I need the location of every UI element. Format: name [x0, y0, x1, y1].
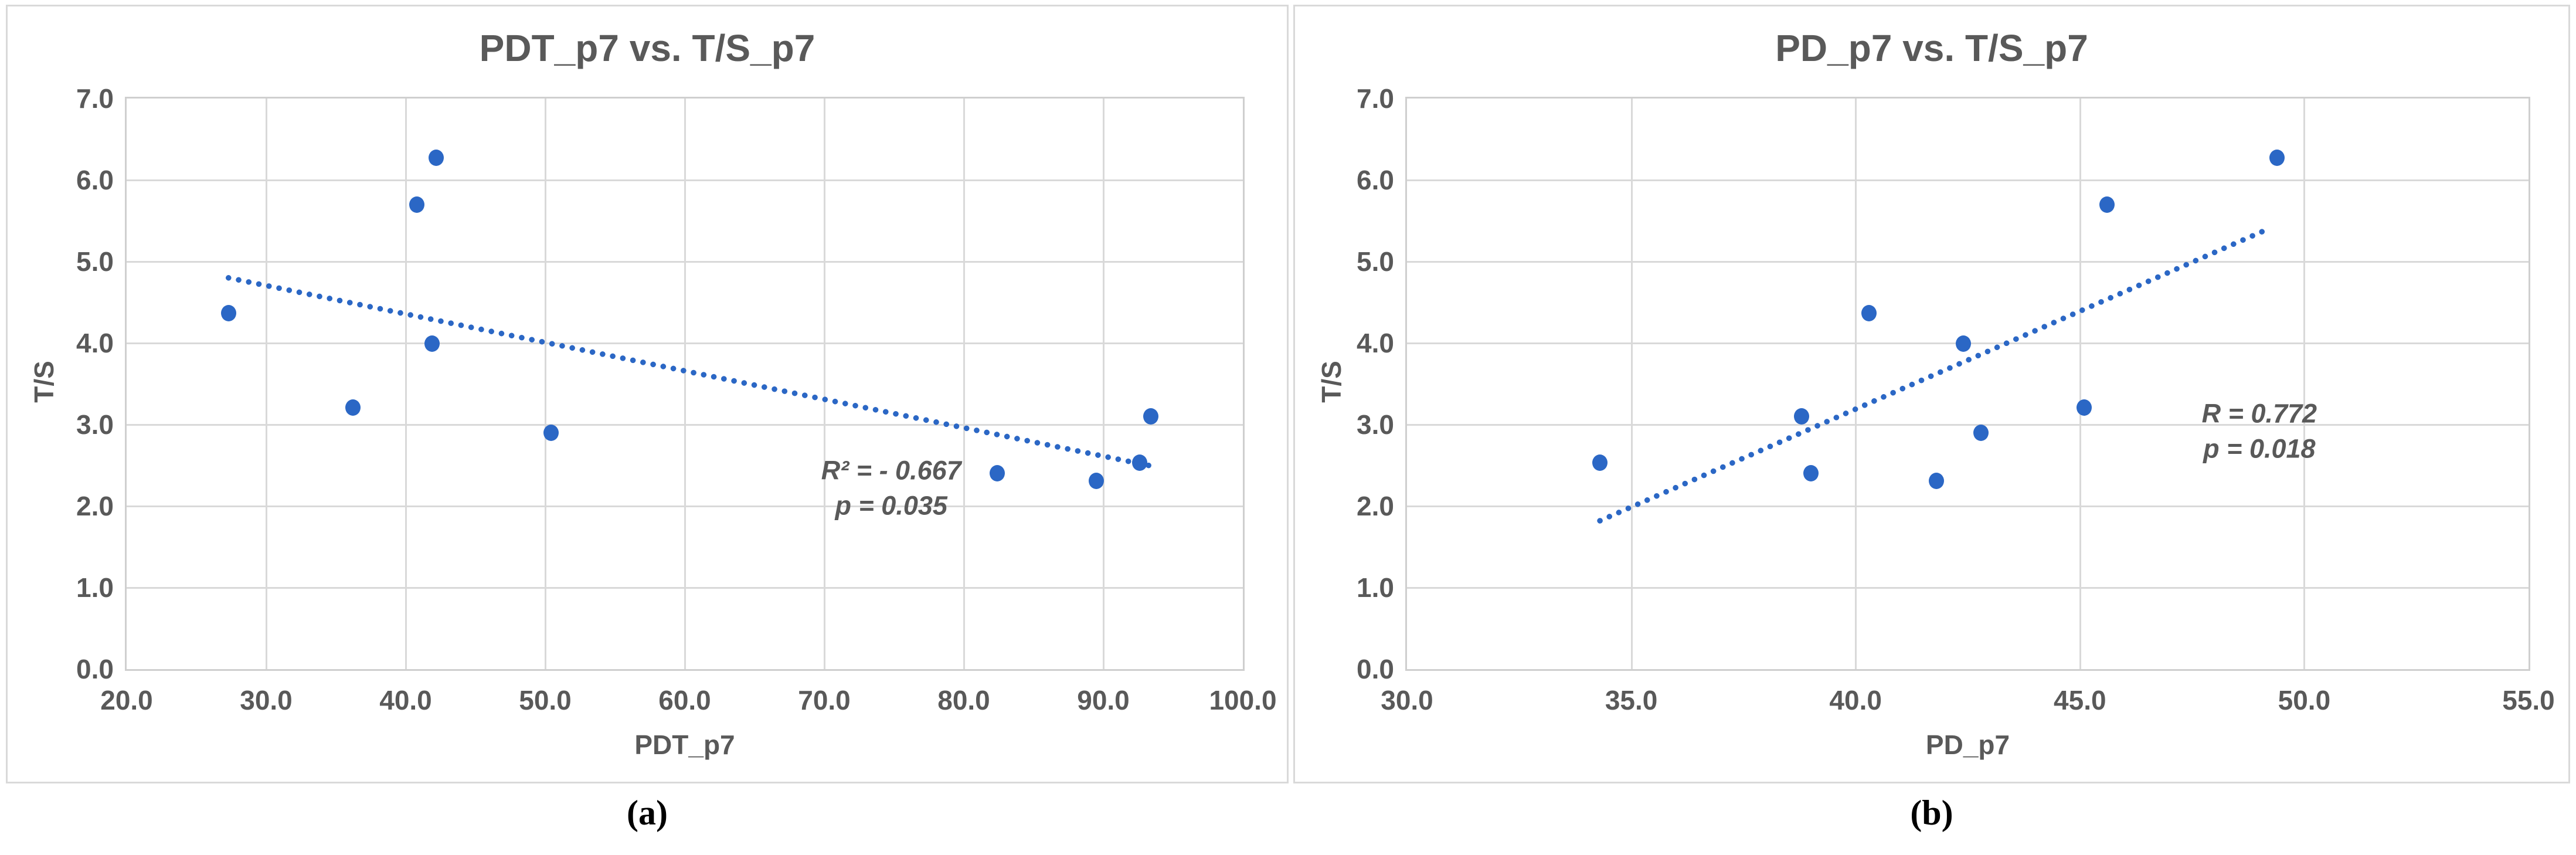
x-tick-label: 60.0 — [658, 685, 711, 715]
y-tick-label: 1.0 — [1357, 572, 1394, 603]
data-point — [429, 150, 444, 167]
subfigure-caption-b: (b) — [1910, 793, 1953, 832]
x-gridline — [545, 99, 546, 669]
data-point — [1089, 472, 1105, 489]
plot-area: R = 0.772 p = 0.018 PD_p7 30.0 35.0 40.0 45… — [1357, 83, 2555, 760]
data-point — [1928, 472, 1944, 489]
x-tick-label: 30.0 — [240, 685, 293, 715]
annotation-line-p: p = 0.035 — [835, 490, 947, 521]
y-gridline — [1407, 587, 2529, 589]
y-gridline — [1407, 423, 2529, 426]
x-tick-label: 40.0 — [379, 685, 432, 715]
trendline — [225, 275, 1156, 469]
y-gridline — [1407, 505, 2529, 507]
annotation-line-r: R = 0.772 — [2201, 398, 2317, 429]
x-gridline — [1103, 99, 1105, 669]
x-tick-label: 55.0 — [2502, 685, 2555, 715]
data-point — [1955, 335, 1971, 352]
chart-title: PD_p7 vs. T/S_p7 — [1775, 27, 2088, 69]
data-point — [1143, 408, 1158, 425]
x-tick-label: 50.0 — [519, 685, 572, 715]
data-point — [1131, 454, 1147, 471]
stats-annotation: R = 0.772 p = 0.018 — [2202, 396, 2317, 466]
x-tick-label: 20.0 — [100, 685, 153, 715]
x-tick-label: 90.0 — [1077, 685, 1130, 715]
x-gridline — [266, 99, 267, 669]
y-gridline — [1407, 179, 2529, 181]
y-tick-label: 6.0 — [1357, 165, 1394, 195]
x-gridline — [2303, 99, 2306, 669]
data-point — [2269, 150, 2285, 167]
x-gridline — [1855, 99, 1857, 669]
x-tick-label: 100.0 — [1209, 685, 1277, 715]
data-point — [345, 399, 361, 416]
data-point — [2077, 399, 2092, 416]
y-axis-title: T/S — [1316, 361, 1347, 403]
x-tick-label: 80.0 — [937, 685, 990, 715]
data-point — [424, 335, 440, 352]
y-tick-label: 7.0 — [1357, 83, 1394, 114]
annotation-line-p: p = 0.018 — [2203, 433, 2316, 464]
y-tick-label: 5.0 — [1357, 246, 1394, 277]
data-point — [1973, 424, 1989, 441]
y-gridline — [127, 423, 1243, 426]
y-tick-label: 2.0 — [1357, 491, 1394, 521]
y-tick-label: 1.0 — [76, 572, 114, 603]
x-axis-title: PD_p7 — [1925, 730, 2010, 760]
chart-title: PDT_p7 vs. T/S_p7 — [479, 27, 815, 69]
y-gridline — [127, 505, 1243, 507]
y-tick-label: 3.0 — [1357, 409, 1394, 440]
data-point — [543, 424, 559, 441]
x-gridline — [684, 99, 686, 669]
trendline — [1597, 226, 2271, 524]
data-point — [220, 304, 236, 321]
x-gridline — [405, 99, 407, 669]
y-tick-label: 5.0 — [76, 246, 114, 277]
x-gridline — [824, 99, 825, 669]
chart-panel-a: PDT_p7 vs. T/S_p7 T/S R² = - 0.667 p = 0… — [6, 5, 1289, 783]
y-axis-title: T/S — [29, 361, 59, 403]
y-gridline — [127, 179, 1243, 181]
stats-annotation: R² = - 0.667 p = 0.035 — [821, 453, 961, 523]
x-tick-label: 45.0 — [2054, 685, 2106, 715]
x-gridline — [2079, 99, 2081, 669]
y-tick-label: 3.0 — [76, 409, 114, 440]
data-point — [1794, 408, 1810, 425]
data-point — [1861, 304, 1877, 321]
x-tick-label: 50.0 — [2278, 685, 2331, 715]
y-gridline — [127, 260, 1243, 263]
x-tick-label: 35.0 — [1605, 685, 1658, 715]
x-axis-title: PDT_p7 — [634, 730, 735, 760]
data-point — [990, 465, 1005, 482]
y-tick-label: 2.0 — [76, 491, 114, 521]
x-tick-label: 70.0 — [798, 685, 851, 715]
x-gridline — [963, 99, 965, 669]
y-gridline — [127, 587, 1243, 589]
x-gridline — [1630, 99, 1633, 669]
y-tick-label: 4.0 — [76, 328, 114, 358]
y-tick-label: 4.0 — [1357, 328, 1394, 358]
y-gridline — [1407, 260, 2529, 263]
subfigure-caption-a: (a) — [627, 793, 668, 832]
x-tick-label: 40.0 — [1829, 685, 1882, 715]
chart-panel-b: PD_p7 vs. T/S_p7 T/S R = 0.772 p = 0.018… — [1293, 5, 2570, 783]
data-point — [409, 196, 425, 213]
x-tick-label: 30.0 — [1381, 685, 1433, 715]
data-point — [1803, 465, 1819, 482]
y-tick-label: 0.0 — [1357, 654, 1394, 684]
plot-area: R² = - 0.667 p = 0.035 PDT_p7 20.0 30.0 40… — [76, 83, 1277, 760]
data-point — [1592, 454, 1608, 471]
annotation-line-r: R² = - 0.667 — [821, 456, 961, 486]
data-point — [2099, 196, 2115, 213]
y-gridline — [127, 342, 1243, 344]
y-tick-label: 0.0 — [76, 654, 114, 684]
y-tick-label: 6.0 — [76, 165, 114, 195]
y-tick-label: 7.0 — [76, 83, 114, 114]
